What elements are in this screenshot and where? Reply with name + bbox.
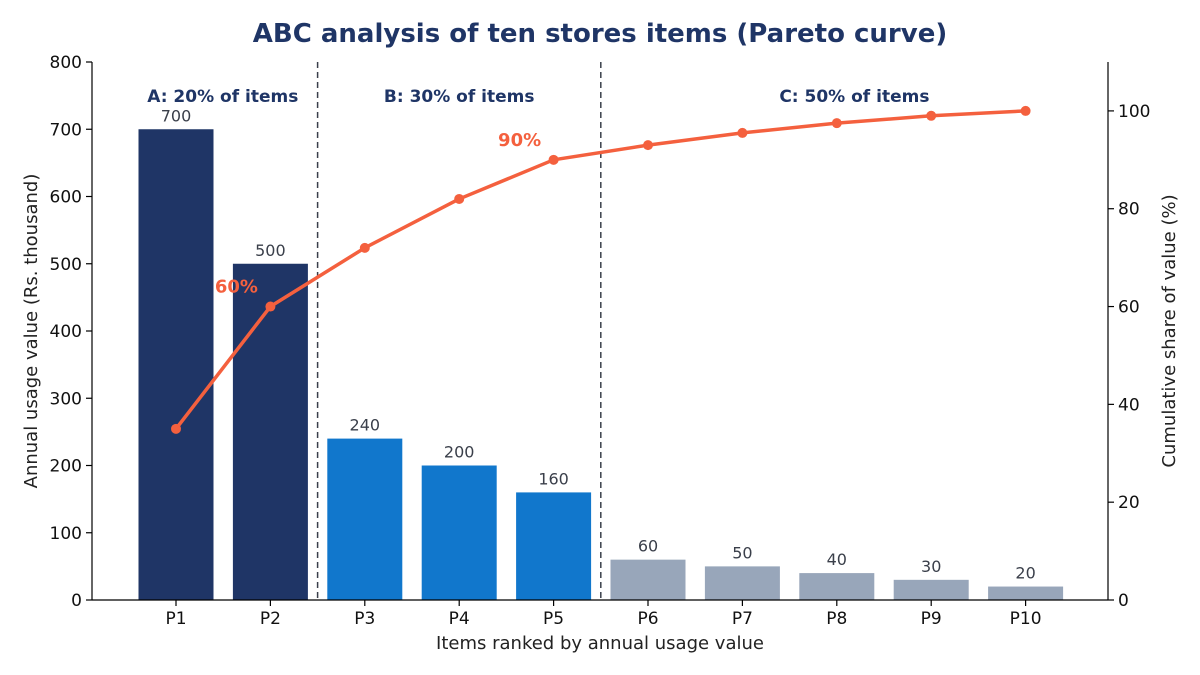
annotation-1: 60%	[215, 277, 258, 298]
y2-tick-label-0: 0	[1118, 591, 1129, 611]
bar-p6	[610, 559, 686, 600]
annotations-layer: 60% 90%	[215, 130, 541, 298]
x-tick-label-p10: P10	[1010, 609, 1042, 629]
cumulative-point-p9	[926, 110, 937, 121]
x-tick-label-p8: P8	[826, 609, 847, 629]
y-tick-label-200: 200	[50, 457, 82, 477]
class-label-2: B: 30% of items	[384, 87, 535, 107]
x-tick-label-p7: P7	[732, 609, 753, 629]
y-tick-label-500: 500	[50, 255, 82, 275]
cumulative-point-p1	[171, 423, 181, 434]
x-tick-label-p6: P6	[637, 609, 658, 629]
y2-axis-label: Cumulative share of value (%)	[1159, 194, 1180, 467]
y-axis-label: Annual usage value (Rs. thousand)	[21, 174, 42, 489]
y-tick-label-700: 700	[50, 120, 82, 140]
bar-p2	[232, 263, 308, 600]
bar-value-label-p4: 200	[444, 443, 475, 462]
y2-tick-label-100: 100	[1118, 102, 1150, 122]
y2-tick-label-20: 20	[1118, 493, 1140, 513]
bar-value-label-p5: 160	[538, 469, 569, 488]
y-tick-label-300: 300	[50, 389, 82, 409]
cumulative-point-p6	[643, 140, 653, 151]
cumulative-point-p8	[831, 118, 842, 129]
bar-p7	[704, 566, 780, 600]
cumulative-line-layer	[171, 105, 1031, 434]
class-label-3: C: 50% of items	[779, 87, 929, 107]
bar-p1	[138, 129, 214, 600]
y-tick-label-0: 0	[71, 591, 82, 611]
bar-value-label-p8: 40	[827, 550, 847, 569]
x-tick-label-p1: P1	[165, 609, 186, 629]
bar-p3	[327, 438, 403, 600]
bars-layer: 700 500 240 200 160 60 50 40 30 20	[138, 106, 1064, 600]
chart-title: ABC analysis of ten stores items (Pareto…	[253, 19, 947, 49]
bar-p9	[893, 579, 969, 600]
y-tick-label-800: 800	[50, 53, 82, 73]
x-tick-label-p2: P2	[260, 609, 281, 629]
y-tick-label-600: 600	[50, 188, 82, 208]
y-tick-label-400: 400	[50, 322, 82, 342]
bar-p5	[516, 492, 592, 600]
bar-value-label-p6: 60	[638, 537, 658, 556]
axes: 0 100 200 300 400 500 600 700 800 0 20 40 60 80 100 P1 P…	[50, 53, 1151, 629]
cumulative-point-p7	[737, 127, 748, 138]
bar-p4	[421, 465, 497, 600]
annotation-2: 90%	[498, 130, 541, 151]
x-tick-label-p4: P4	[449, 609, 470, 629]
x-tick-label-p5: P5	[543, 609, 564, 629]
cumulative-point-p10	[1020, 105, 1031, 116]
cumulative-point-p4	[454, 193, 465, 204]
x-tick-label-p3: P3	[354, 609, 375, 629]
bar-value-label-p1: 700	[161, 106, 192, 125]
class-labels: A: 20% of items B: 30% of items C: 50% of …	[147, 87, 929, 107]
bar-value-label-p7: 50	[732, 543, 752, 562]
bar-p10	[988, 586, 1064, 600]
bar-value-label-p2: 500	[255, 241, 286, 260]
bar-value-label-p3: 240	[350, 416, 381, 435]
cumulative-point-p5	[548, 154, 559, 165]
class-label-1: A: 20% of items	[147, 87, 298, 107]
cumulative-point-p3	[359, 242, 370, 253]
y-tick-label-100: 100	[50, 524, 82, 544]
x-axis-label: Items ranked by annual usage value	[436, 633, 764, 654]
bar-value-label-p9: 30	[921, 557, 941, 576]
bar-p8	[799, 573, 875, 600]
y2-tick-label-80: 80	[1118, 200, 1140, 220]
y2-tick-label-60: 60	[1118, 298, 1140, 318]
cumulative-line	[174, 109, 1028, 431]
cumulative-point-p2	[265, 301, 276, 312]
x-tick-label-p9: P9	[921, 609, 942, 629]
bar-value-label-p10: 20	[1015, 564, 1035, 583]
y2-tick-label-40: 40	[1118, 395, 1140, 415]
